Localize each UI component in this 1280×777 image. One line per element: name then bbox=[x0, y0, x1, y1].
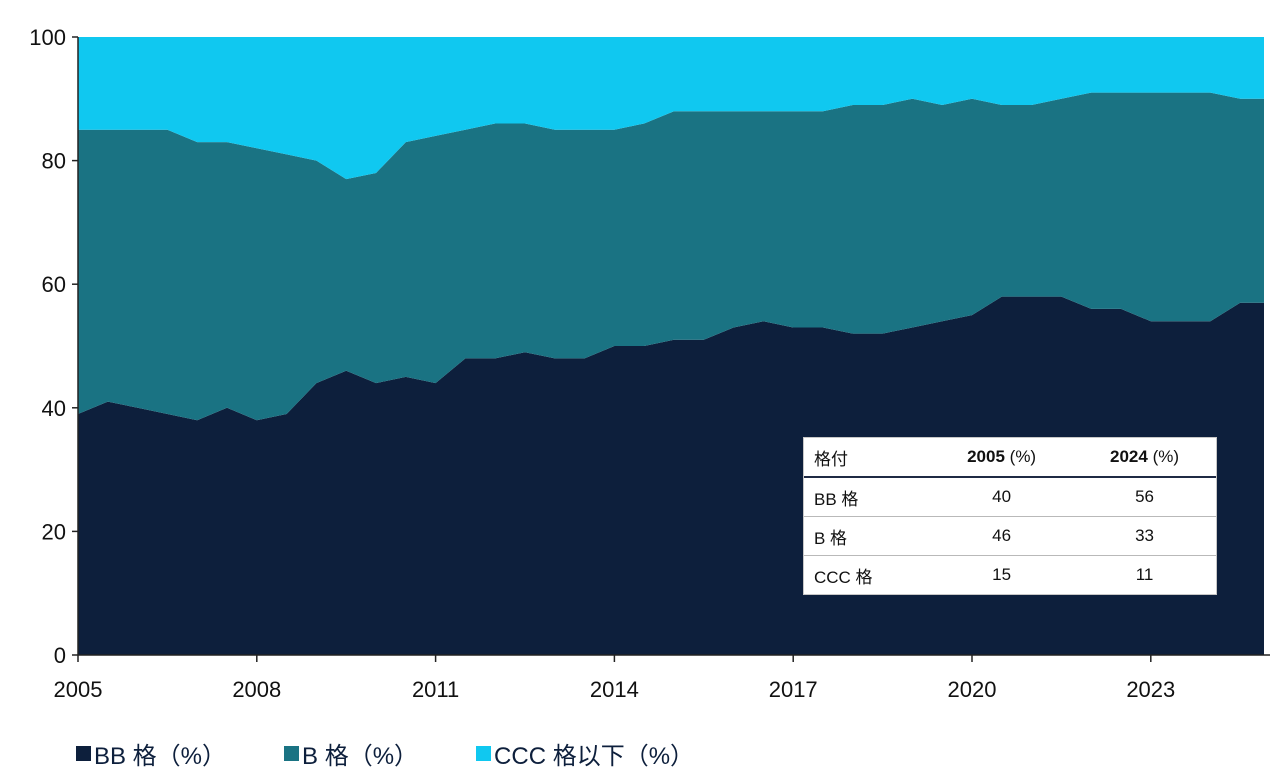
legend-item-ccc: CCC 格以下（%） bbox=[476, 736, 694, 771]
y-tick-label: 20 bbox=[42, 519, 66, 544]
row-value-2005: 46 bbox=[930, 516, 1074, 556]
row-value-2024: 33 bbox=[1073, 516, 1216, 556]
legend-swatch-bb bbox=[76, 746, 91, 761]
row-value-2005: 15 bbox=[992, 565, 1012, 584]
legend-label-b: B 格（%） bbox=[302, 743, 419, 770]
row-value-2024: 56 bbox=[1073, 477, 1216, 517]
legend-label-bb: BB 格（%） bbox=[94, 743, 227, 770]
x-tick-label: 2017 bbox=[769, 677, 818, 702]
x-tick-label: 2005 bbox=[54, 677, 103, 702]
header-2005: 2005 (%) bbox=[930, 438, 1074, 478]
x-tick-label: 2008 bbox=[232, 677, 281, 702]
y-tick-label: 0 bbox=[54, 643, 66, 668]
legend-label-ccc: CCC 格以下（%） bbox=[494, 743, 695, 770]
chart-legend: BB 格（%） B 格（%） CCC 格以下（%） bbox=[76, 736, 752, 771]
header-rating: 格付 bbox=[804, 438, 931, 478]
row-label: BB 格 bbox=[804, 477, 931, 517]
row-label: CCC 格 bbox=[814, 567, 873, 587]
y-tick-label: 60 bbox=[42, 272, 66, 297]
header-2024: 2024 (%) bbox=[1073, 438, 1216, 478]
x-tick-label: 2011 bbox=[412, 677, 459, 702]
table-row: BB 格 40 56 bbox=[804, 477, 1216, 517]
row-label: B 格 bbox=[804, 516, 931, 556]
row-value-2024: 11 bbox=[1135, 565, 1154, 584]
x-tick-label: 2023 bbox=[1126, 677, 1175, 702]
area-series-1 bbox=[78, 92, 1264, 421]
y-tick-label: 100 bbox=[29, 25, 66, 50]
row-value-2005: 40 bbox=[930, 477, 1074, 517]
table-row: CCC 格 15 11 bbox=[804, 556, 1216, 595]
area-series-2 bbox=[78, 37, 1264, 180]
x-tick-label: 2014 bbox=[590, 677, 639, 702]
legend-item-bb: BB 格（%） bbox=[76, 736, 226, 771]
legend-swatch-ccc bbox=[476, 746, 492, 761]
y-tick-label: 80 bbox=[42, 149, 66, 174]
y-tick-label: 40 bbox=[42, 396, 66, 421]
x-tick-label: 2020 bbox=[948, 677, 997, 702]
rating-summary-table: 格付 2005 (%) 2024 (%) BB 格 40 56 B 格 46 3… bbox=[803, 437, 1217, 595]
legend-swatch-b bbox=[284, 746, 300, 761]
table-row: B 格 46 33 bbox=[804, 516, 1216, 556]
table-header-row: 格付 2005 (%) 2024 (%) bbox=[804, 438, 1216, 478]
legend-item-b: B 格（%） bbox=[284, 736, 418, 771]
